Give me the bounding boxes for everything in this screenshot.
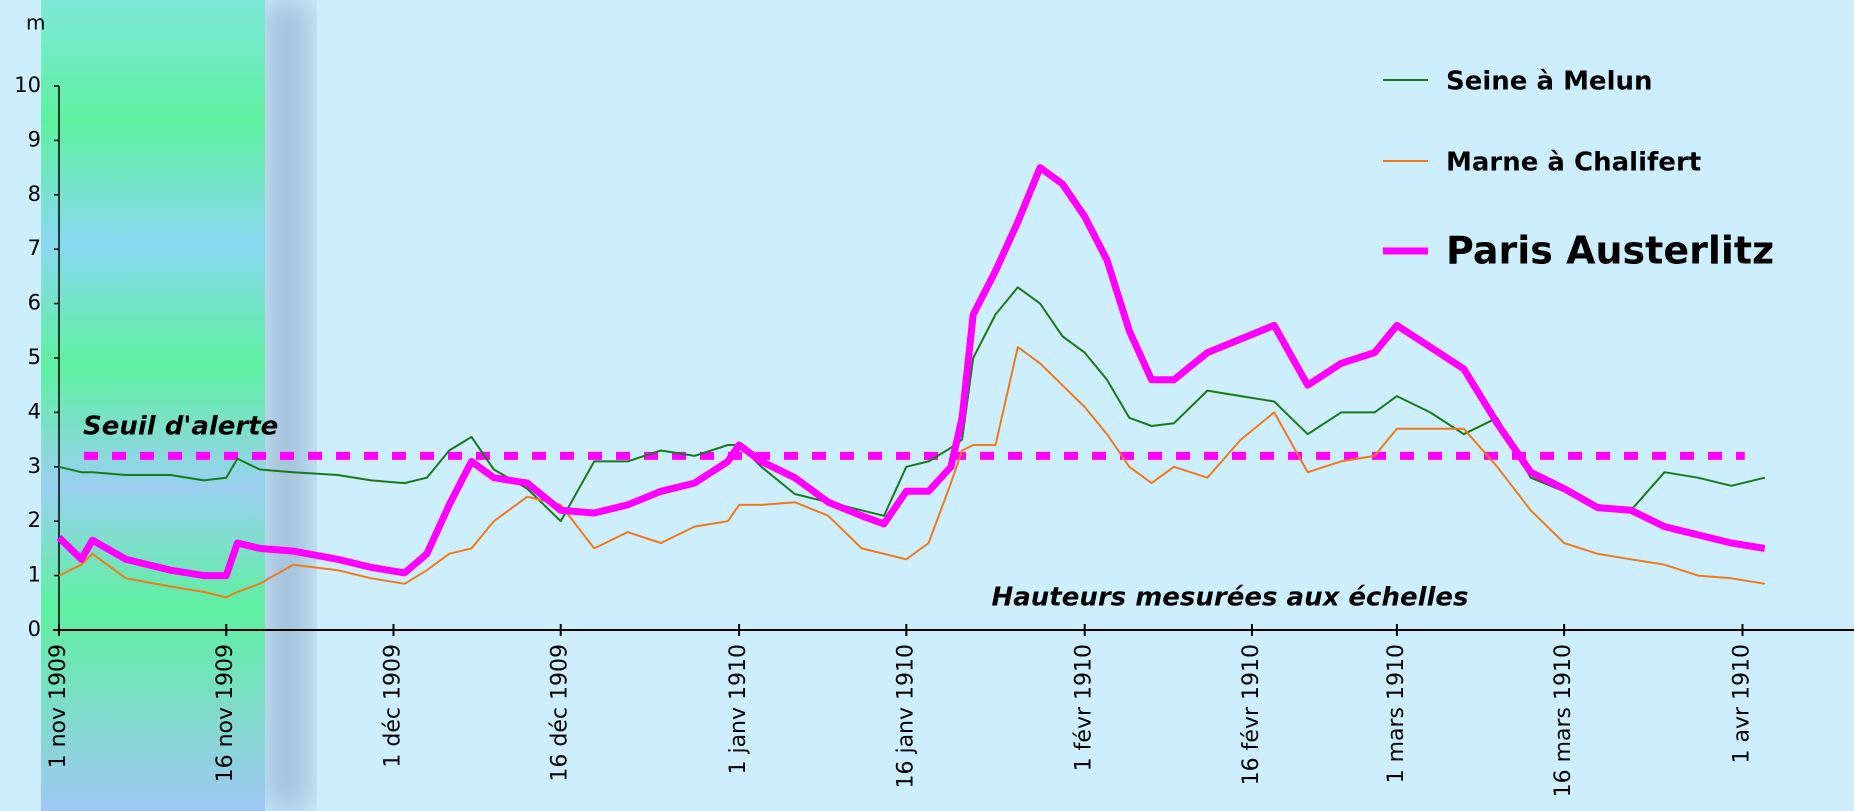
y-tick-label: 10: [14, 73, 41, 97]
x-tick-label: 16 déc 1909: [548, 644, 573, 782]
x-tick-label: 16 févr 1910: [1239, 644, 1264, 785]
y-tick-label: 2: [28, 508, 41, 532]
x-tick-label: 1 avr 1910: [1730, 644, 1755, 764]
x-tick-label: 1 févr 1910: [1072, 644, 1097, 771]
series-line: [58, 346, 1765, 599]
x-tick-label: 16 mars 1910: [1551, 644, 1576, 797]
x-tick-label: 1 nov 1909: [46, 644, 71, 768]
annotation: Hauteurs mesurées aux échelles: [991, 583, 1468, 613]
series-line: [58, 286, 1766, 523]
y-tick-label: 3: [28, 454, 41, 478]
y-tick-label: 1: [28, 563, 41, 587]
y-tick-label: 8: [28, 182, 41, 206]
y-unit: m: [26, 11, 45, 35]
strip-shadow: [262, 0, 312, 811]
legend-label: Paris Austerlitz: [1446, 229, 1774, 273]
legend-label: Seine à Melun: [1446, 67, 1653, 97]
x-tick-label: 16 janv 1910: [893, 644, 918, 789]
decor-strip: [41, 0, 265, 811]
y-tick-label: 0: [28, 617, 41, 641]
x-tick-label: 1 déc 1909: [380, 644, 405, 768]
y-tick-label: 4: [28, 399, 41, 423]
series-line: [56, 164, 1766, 580]
legend-label: Marne à Chalifert: [1446, 148, 1701, 178]
x-tick-label: 16 nov 1909: [213, 644, 238, 782]
y-tick-label: 9: [28, 127, 41, 151]
y-tick-label: 7: [28, 236, 41, 260]
y-tick-label: 6: [28, 291, 41, 315]
y-tick-label: 5: [28, 345, 41, 369]
threshold-label: Seuil d'alerte: [83, 412, 278, 442]
x-tick-label: 1 janv 1910: [726, 644, 751, 775]
x-tick-label: 1 mars 1910: [1384, 644, 1409, 783]
